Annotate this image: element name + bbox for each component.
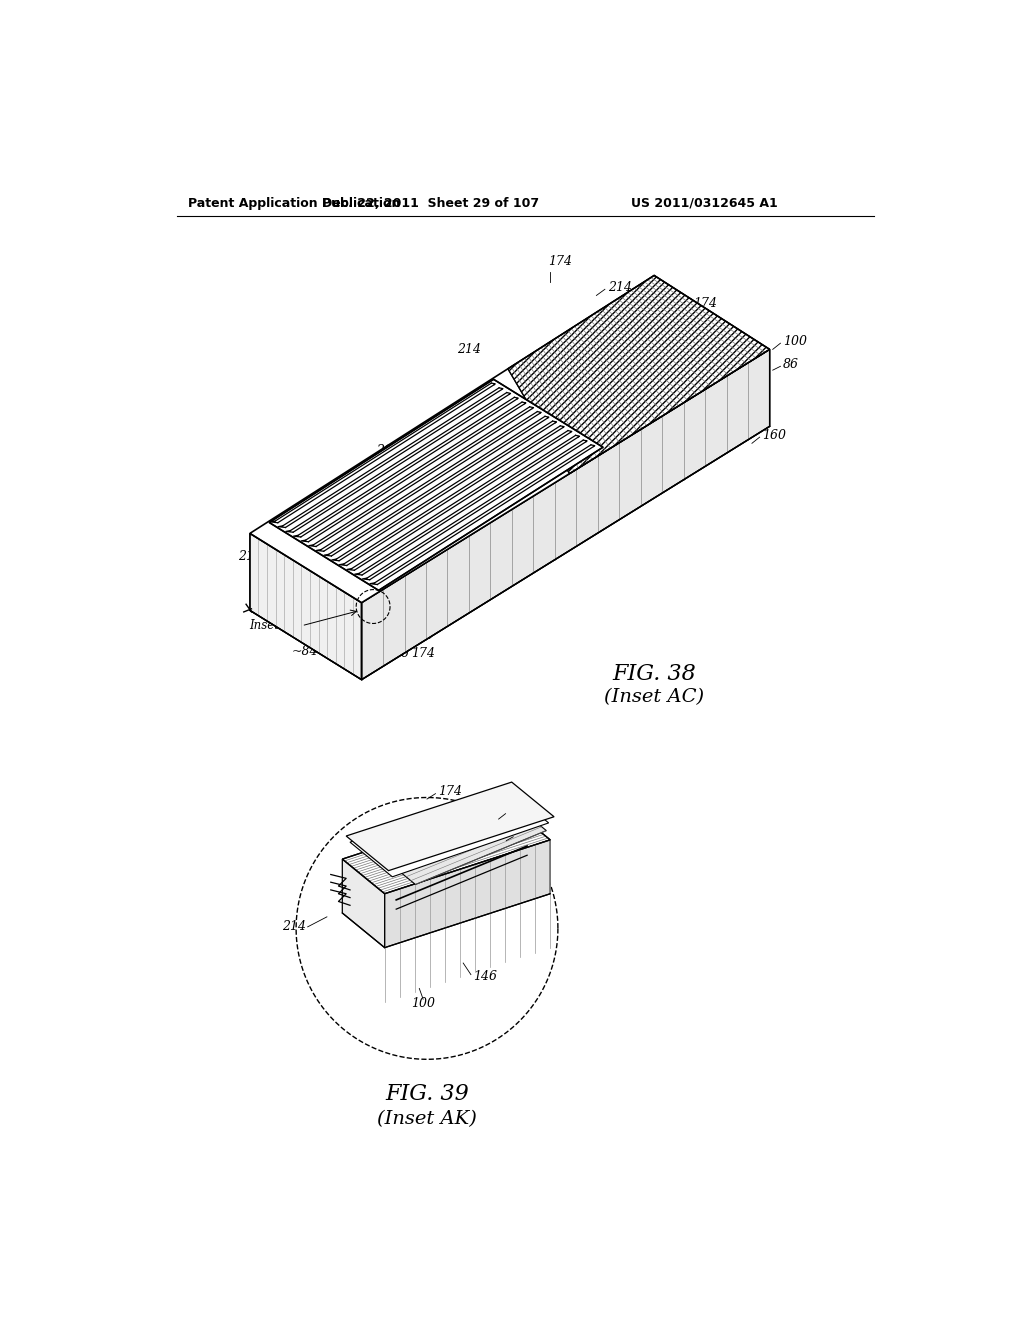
Text: 86: 86 <box>782 358 799 371</box>
Text: 100: 100 <box>782 335 807 348</box>
Text: 214: 214 <box>377 445 400 458</box>
Text: 214: 214 <box>608 281 632 294</box>
Polygon shape <box>385 840 550 948</box>
Polygon shape <box>269 379 603 590</box>
Polygon shape <box>361 350 770 680</box>
Text: 214: 214 <box>458 343 481 356</box>
Text: US 2011/0312645 A1: US 2011/0312645 A1 <box>631 197 778 210</box>
Text: 160: 160 <box>762 429 786 442</box>
Polygon shape <box>346 781 554 871</box>
Polygon shape <box>350 788 549 876</box>
Text: Inset AK: Inset AK <box>249 619 300 632</box>
Polygon shape <box>342 859 385 948</box>
Text: Patent Application Publication: Patent Application Publication <box>188 197 400 210</box>
Polygon shape <box>342 805 550 894</box>
Text: 148: 148 <box>410 628 433 642</box>
Text: 86: 86 <box>515 828 531 841</box>
Text: 174: 174 <box>412 647 435 660</box>
Text: FIG. 39: FIG. 39 <box>385 1082 469 1105</box>
Text: (Inset AK): (Inset AK) <box>377 1110 477 1129</box>
Text: 174: 174 <box>438 785 463 797</box>
Text: 214: 214 <box>283 920 306 933</box>
Polygon shape <box>373 796 547 884</box>
Text: 174: 174 <box>692 297 717 310</box>
Text: 214: 214 <box>238 550 262 564</box>
Text: Dec. 22, 2011  Sheet 29 of 107: Dec. 22, 2011 Sheet 29 of 107 <box>323 197 540 210</box>
Text: 146: 146 <box>385 647 409 660</box>
Text: 148: 148 <box>508 805 531 818</box>
Polygon shape <box>508 276 770 474</box>
Text: FIG. 38: FIG. 38 <box>612 664 696 685</box>
Text: 100: 100 <box>412 997 435 1010</box>
Polygon shape <box>250 276 770 603</box>
Text: ~84~: ~84~ <box>292 645 329 659</box>
Text: 146: 146 <box>473 970 498 983</box>
Text: (Inset AC): (Inset AC) <box>604 689 705 706</box>
Text: 174: 174 <box>548 255 572 268</box>
Polygon shape <box>250 533 361 680</box>
